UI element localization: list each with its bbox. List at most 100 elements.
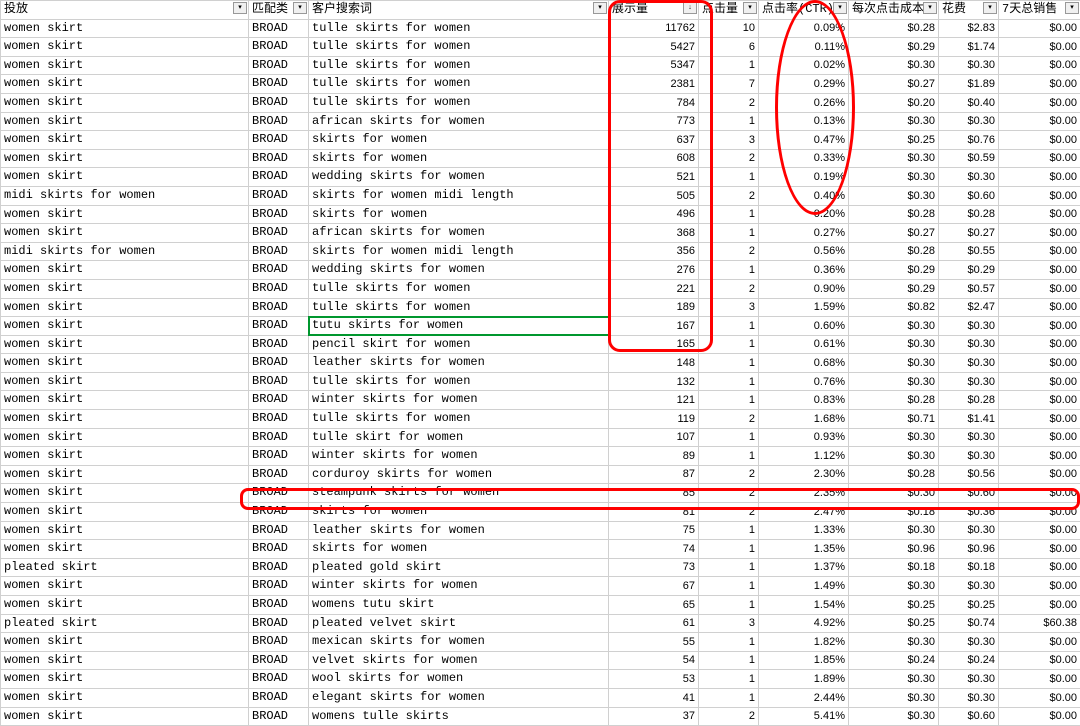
- cell-sales7d: $0.00: [999, 410, 1080, 429]
- table-row: midi skirts for womenBROADskirts for wom…: [1, 242, 1080, 261]
- cell-clicks: 1: [699, 335, 759, 354]
- cell-sales7d: $0.00: [999, 540, 1080, 559]
- cell-cpc: $0.30: [849, 633, 939, 652]
- cell-searchTerm: pleated velvet skirt: [309, 614, 609, 633]
- cell-clicks: 2: [699, 279, 759, 298]
- cell-sales7d: $0.00: [999, 503, 1080, 522]
- cell-matchType: BROAD: [249, 112, 309, 131]
- cell-clicks: 7: [699, 75, 759, 94]
- cell-spend: $0.96: [939, 540, 999, 559]
- col-placement[interactable]: 投放▾: [1, 1, 249, 20]
- filter-icon[interactable]: ▾: [923, 2, 937, 14]
- cell-placement: women skirt: [1, 688, 249, 707]
- cell-clicks: 10: [699, 19, 759, 38]
- col-label-matchType: 匹配类: [252, 2, 288, 16]
- cell-ctr: 0.33%: [759, 149, 849, 168]
- filter-icon[interactable]: ▾: [593, 2, 607, 14]
- cell-ctr: 0.83%: [759, 391, 849, 410]
- cell-searchTerm: tulle skirt for women: [309, 428, 609, 447]
- cell-impressions: 75: [609, 521, 699, 540]
- cell-placement: women skirt: [1, 633, 249, 652]
- cell-clicks: 1: [699, 354, 759, 373]
- cell-clicks: 1: [699, 112, 759, 131]
- cell-spend: $0.28: [939, 205, 999, 224]
- table-row: women skirtBROADwedding skirts for women…: [1, 168, 1080, 187]
- cell-ctr: 2.30%: [759, 465, 849, 484]
- cell-ctr: 0.27%: [759, 224, 849, 243]
- filter-icon[interactable]: ↓: [683, 2, 697, 14]
- cell-spend: $0.30: [939, 521, 999, 540]
- cell-clicks: 1: [699, 224, 759, 243]
- filter-icon[interactable]: ▾: [293, 2, 307, 14]
- col-searchTerm[interactable]: 客户搜索词 ▾: [309, 1, 609, 20]
- cell-impressions: 505: [609, 186, 699, 205]
- cell-searchTerm: steampunk skirts for women: [309, 484, 609, 503]
- cell-ctr: 0.90%: [759, 279, 849, 298]
- table-row: women skirtBROADtulle skirts for women11…: [1, 19, 1080, 38]
- table-row: women skirtBROADtulle skirts for women18…: [1, 298, 1080, 317]
- cell-ctr: 0.36%: [759, 261, 849, 280]
- col-clicks[interactable]: 点击量▾: [699, 1, 759, 20]
- cell-impressions: 356: [609, 242, 699, 261]
- cell-ctr: 2.47%: [759, 503, 849, 522]
- cell-placement: women skirt: [1, 465, 249, 484]
- cell-placement: women skirt: [1, 298, 249, 317]
- filter-icon[interactable]: ▾: [833, 2, 847, 14]
- cell-sales7d: $0.00: [999, 651, 1080, 670]
- cell-impressions: 54: [609, 651, 699, 670]
- cell-matchType: BROAD: [249, 335, 309, 354]
- table-row: women skirtBROADcorduroy skirts for wome…: [1, 465, 1080, 484]
- cell-matchType: BROAD: [249, 670, 309, 689]
- col-sales7d[interactable]: 7天总销售▾: [999, 1, 1080, 20]
- table-row: women skirtBROADwomens tulle skirts3725.…: [1, 707, 1080, 726]
- cell-matchType: BROAD: [249, 168, 309, 187]
- cell-clicks: 1: [699, 540, 759, 559]
- cell-matchType: BROAD: [249, 688, 309, 707]
- cell-cpc: $0.29: [849, 261, 939, 280]
- cell-searchTerm: skirts for women: [309, 540, 609, 559]
- cell-matchType: BROAD: [249, 354, 309, 373]
- filter-icon[interactable]: ▾: [1065, 2, 1079, 14]
- filter-icon[interactable]: ▾: [743, 2, 757, 14]
- cell-cpc: $0.30: [849, 149, 939, 168]
- cell-sales7d: $0.00: [999, 633, 1080, 652]
- cell-sales7d: $0.00: [999, 242, 1080, 261]
- col-matchType[interactable]: 匹配类 ▾: [249, 1, 309, 20]
- cell-cpc: $0.25: [849, 596, 939, 615]
- cell-placement: women skirt: [1, 224, 249, 243]
- cell-matchType: BROAD: [249, 633, 309, 652]
- cell-impressions: 132: [609, 372, 699, 391]
- col-cpc[interactable]: 每次点击成本▾: [849, 1, 939, 20]
- cell-matchType: BROAD: [249, 298, 309, 317]
- table-row: women skirtBROADtutu skirts for women167…: [1, 317, 1080, 336]
- filter-icon[interactable]: ▾: [983, 2, 997, 14]
- cell-spend: $0.30: [939, 633, 999, 652]
- cell-clicks: 1: [699, 521, 759, 540]
- cell-searchTerm: skirts for women: [309, 503, 609, 522]
- table-row: pleated skirtBROADpleated velvet skirt61…: [1, 614, 1080, 633]
- cell-sales7d: $0.00: [999, 558, 1080, 577]
- cell-cpc: $0.28: [849, 242, 939, 261]
- cell-sales7d: $0.00: [999, 354, 1080, 373]
- cell-cpc: $0.30: [849, 670, 939, 689]
- cell-spend: $0.30: [939, 670, 999, 689]
- cell-impressions: 608: [609, 149, 699, 168]
- cell-matchType: BROAD: [249, 465, 309, 484]
- col-ctr[interactable]: 点击率(CTR)▾: [759, 1, 849, 20]
- col-spend[interactable]: 花费▾: [939, 1, 999, 20]
- col-impressions[interactable]: 展示量↓: [609, 1, 699, 20]
- cell-cpc: $0.30: [849, 484, 939, 503]
- cell-matchType: BROAD: [249, 447, 309, 466]
- cell-matchType: BROAD: [249, 503, 309, 522]
- table-row: pleated skirtBROADpleated gold skirt7311…: [1, 558, 1080, 577]
- cell-spend: $0.60: [939, 707, 999, 726]
- col-label-searchTerm: 客户搜索词: [312, 2, 372, 16]
- cell-ctr: 1.89%: [759, 670, 849, 689]
- cell-cpc: $0.29: [849, 38, 939, 57]
- cell-spend: $0.60: [939, 186, 999, 205]
- cell-cpc: $0.30: [849, 317, 939, 336]
- cell-impressions: 89: [609, 447, 699, 466]
- cell-impressions: 53: [609, 670, 699, 689]
- filter-icon[interactable]: ▾: [233, 2, 247, 14]
- cell-placement: women skirt: [1, 670, 249, 689]
